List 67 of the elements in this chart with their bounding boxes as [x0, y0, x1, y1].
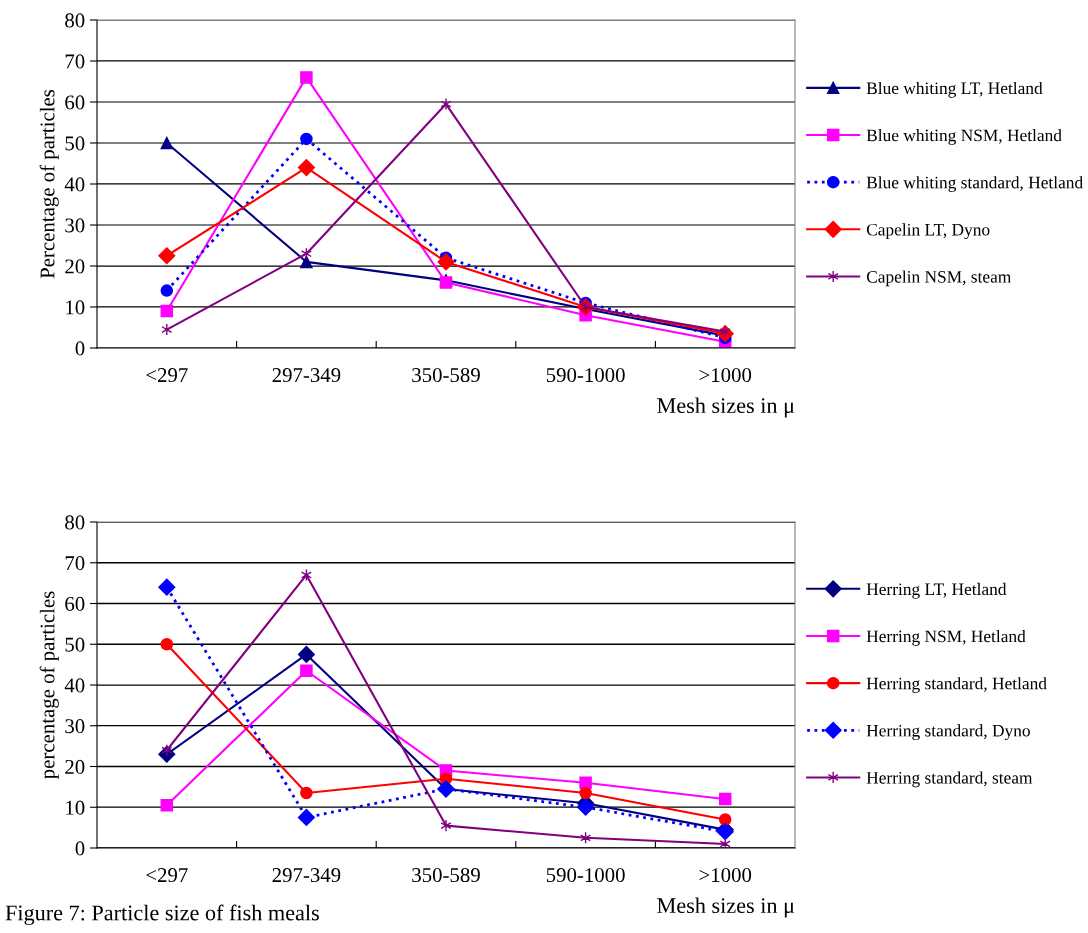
- point: [718, 813, 732, 826]
- legend-label: Herring LT, Hetland: [866, 582, 1007, 599]
- point: [300, 255, 313, 269]
- x-tick-label: >1000: [699, 868, 752, 883]
- point: [718, 792, 732, 806]
- point: [297, 645, 315, 663]
- y-tick-label: 10: [66, 300, 85, 315]
- x-tick-label: 297-349: [272, 868, 341, 883]
- point: [437, 253, 455, 271]
- y-axis-title: Percentage of particles: [39, 89, 59, 279]
- point: [160, 136, 174, 150]
- y-tick-label: 50: [65, 136, 85, 151]
- x-tick-label: <297: [146, 368, 188, 383]
- x-tick-label: <297: [146, 868, 188, 883]
- legend-label: Capelin LT, Dyno: [866, 223, 990, 240]
- legend-label: Capelin NSM, steam: [866, 270, 1012, 287]
- y-tick-label: 80: [65, 13, 85, 28]
- point: [297, 159, 315, 177]
- point: [579, 776, 592, 790]
- legend-label: Herring standard, Hetland: [866, 677, 1047, 693]
- point: [300, 71, 313, 84]
- x-tick-label: 297-349: [272, 368, 341, 383]
- y-tick-label: 50: [65, 637, 85, 652]
- y-tick-label: 70: [65, 54, 85, 69]
- x-tick-label: 590-1000: [546, 368, 625, 383]
- legend-label: Herring standard, steam: [866, 771, 1033, 788]
- legend-label: Blue whiting LT, Hetland: [866, 81, 1043, 98]
- point: [719, 837, 731, 848]
- y-tick-label: 10: [66, 800, 85, 815]
- x-axis-title: Mesh sizes in μ: [657, 897, 795, 918]
- x-tick-label: >1000: [699, 368, 752, 383]
- legend-label: Blue whiting standard, Hetland: [866, 176, 1083, 192]
- y-tick-label: 0: [75, 341, 85, 356]
- point: [158, 578, 176, 596]
- point: [300, 786, 313, 800]
- point: [158, 247, 176, 265]
- legend-label: Herring standard, Dyno: [866, 724, 1030, 741]
- point: [297, 808, 315, 826]
- point: [440, 819, 452, 832]
- point: [579, 786, 592, 800]
- y-tick-label: 60: [65, 596, 85, 611]
- point: [160, 637, 174, 651]
- y-tick-label: 30: [65, 719, 85, 734]
- y-tick-label: 40: [64, 177, 85, 192]
- point: [300, 664, 313, 677]
- caption: Figure 7: Particle size of fish meals: [5, 904, 319, 925]
- y-tick-label: 20: [65, 259, 85, 274]
- y-tick-label: 0: [75, 841, 85, 856]
- y-axis-title: percentage of particles: [39, 591, 59, 779]
- y-tick-label: 30: [65, 218, 85, 233]
- point: [300, 132, 313, 146]
- y-tick-label: 40: [64, 678, 85, 693]
- point: [440, 97, 452, 111]
- point: [160, 304, 174, 318]
- point: [577, 798, 595, 816]
- legend-label: Blue whiting NSM, Hetland: [866, 129, 1062, 145]
- y-tick-label: 70: [65, 556, 85, 571]
- x-tick-label: 350-589: [412, 868, 480, 883]
- x-tick-label: 350-589: [412, 368, 480, 383]
- point: [160, 798, 174, 812]
- y-tick-label: 20: [65, 759, 85, 774]
- legend-label: Herring NSM, Hetland: [866, 630, 1026, 646]
- point: [160, 284, 174, 297]
- x-axis-title: Mesh sizes in μ: [657, 397, 795, 418]
- y-tick-label: 80: [65, 515, 85, 530]
- x-tick-label: 590-1000: [546, 868, 625, 883]
- y-tick-label: 60: [65, 95, 85, 110]
